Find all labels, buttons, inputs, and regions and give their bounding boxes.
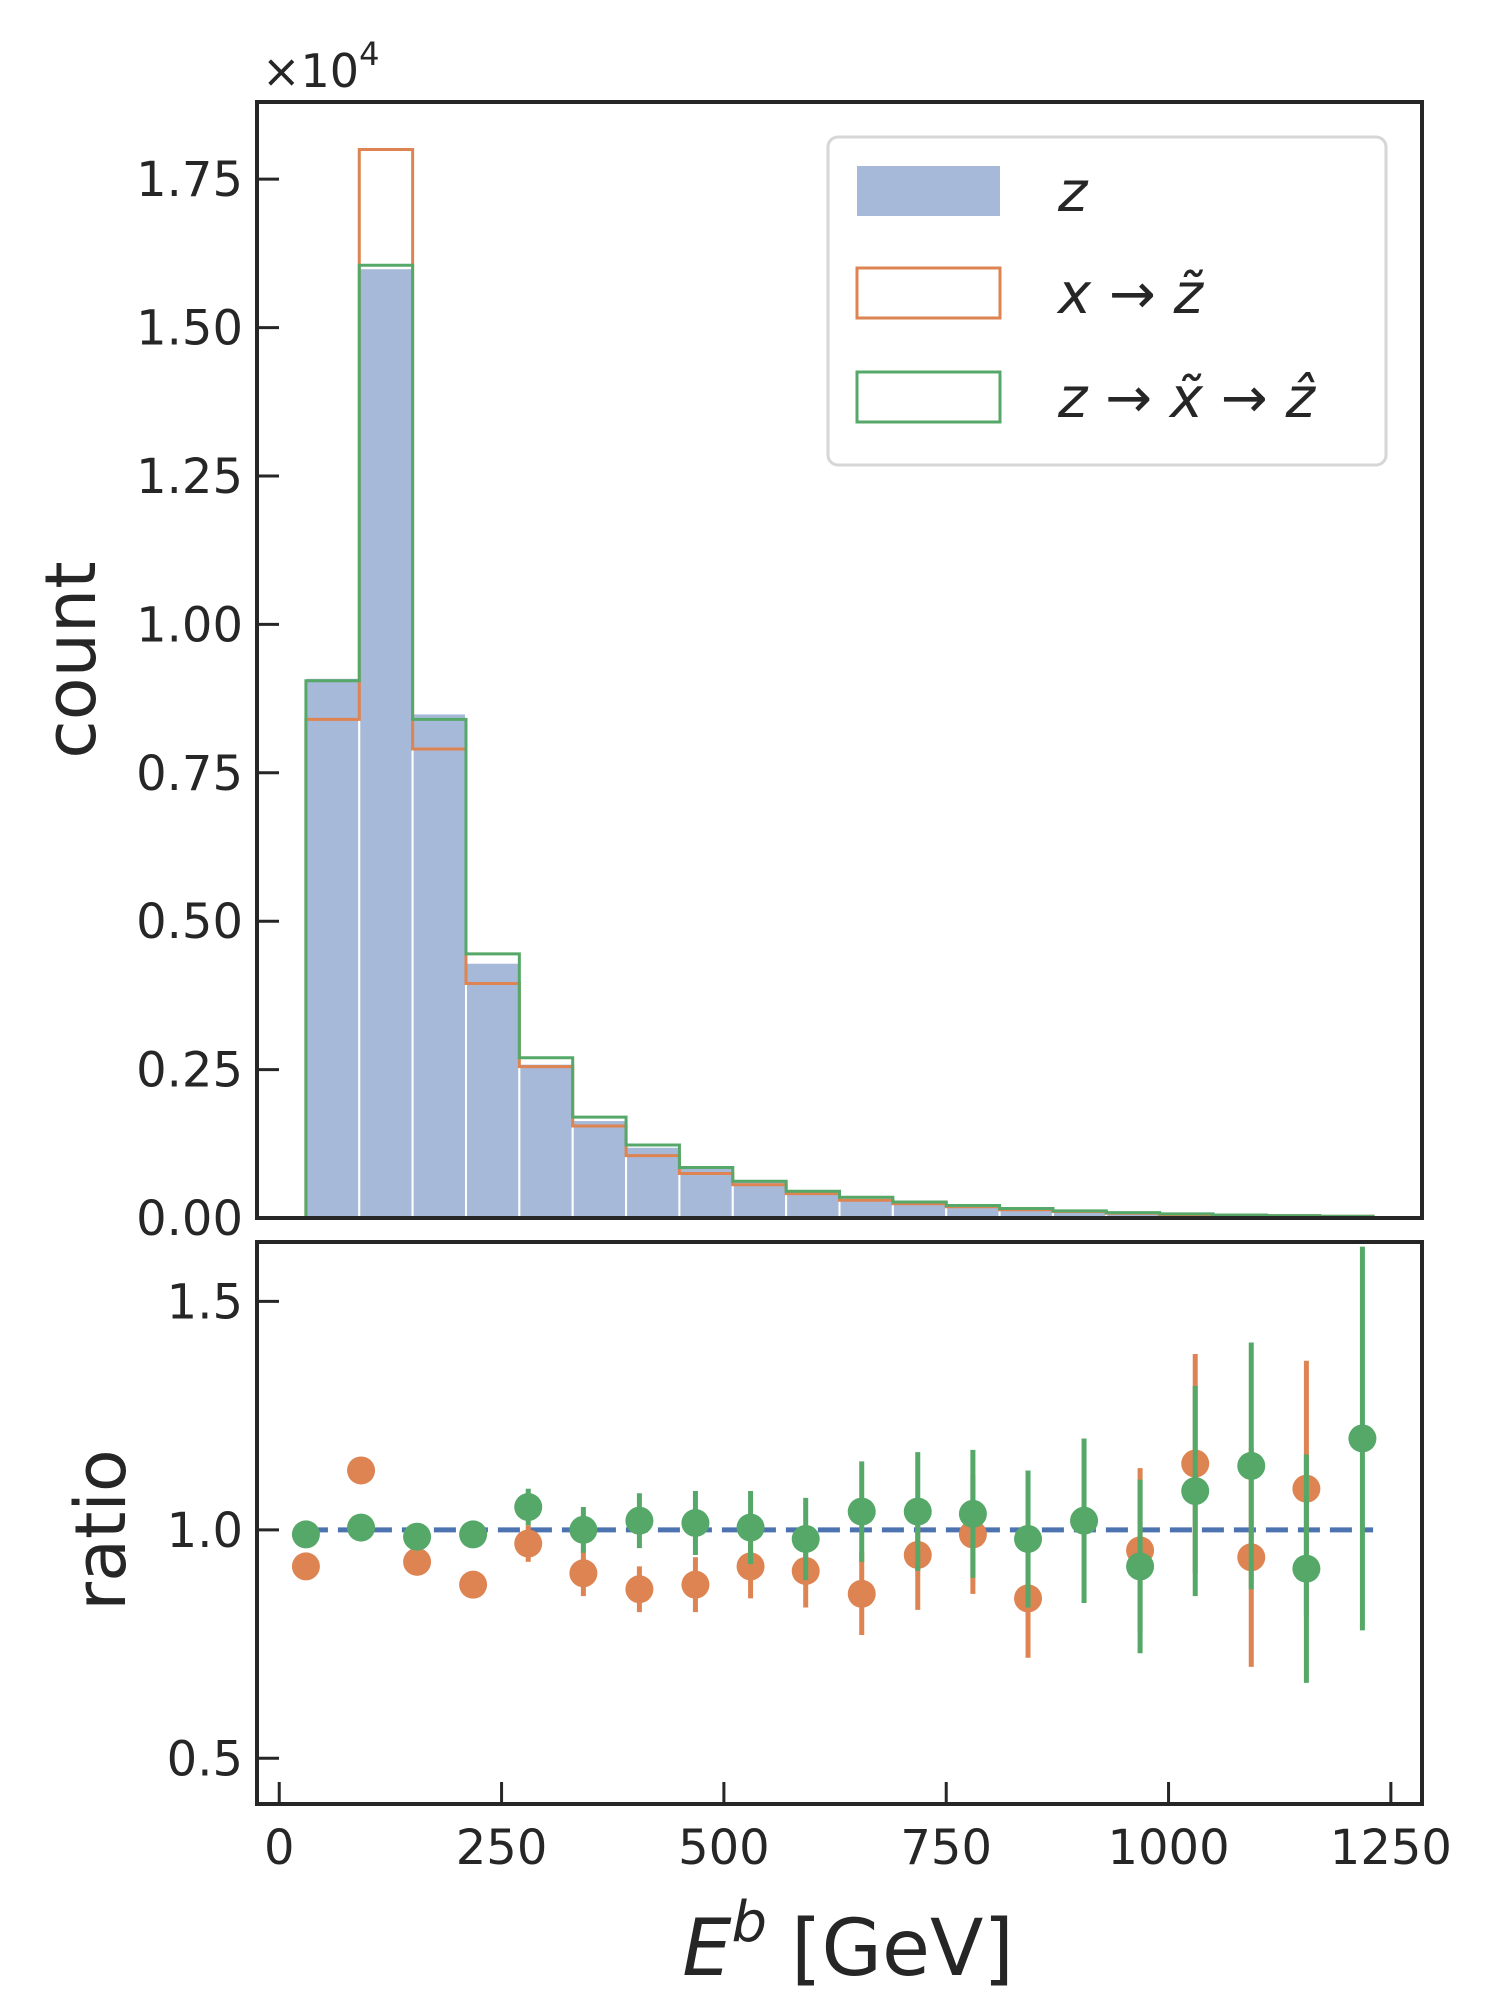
x-axis-title: Eb [GeV] bbox=[682, 1890, 1014, 1994]
ratio-point bbox=[291, 1520, 320, 1549]
y-scale-exponent: 4 bbox=[359, 35, 379, 73]
bottom-y-axis-title: ratio bbox=[60, 1449, 142, 1610]
histogram-bar bbox=[571, 1119, 628, 1220]
legend-swatch-z-to-x-tilde-to-z-hat bbox=[855, 370, 1002, 424]
x-tick-label: 1000 bbox=[1107, 1820, 1229, 1876]
ratio-point bbox=[403, 1547, 432, 1576]
ratio-point bbox=[569, 1515, 598, 1544]
bottom-plot-frame bbox=[255, 1240, 1424, 1806]
ratio-point bbox=[1014, 1524, 1043, 1553]
ratio-point bbox=[514, 1493, 543, 1522]
y-tick-label: 1.50 bbox=[136, 301, 243, 357]
ratio-point bbox=[1292, 1554, 1321, 1583]
ratio-point bbox=[347, 1456, 376, 1485]
ratio-point bbox=[791, 1524, 820, 1553]
top-y-ticks: 0.00 0.25 0.50 0.75 1.00 1.25 1.50 1.75 bbox=[136, 152, 279, 1247]
legend-label-x-to-z-tilde: x → z̃ bbox=[1056, 262, 1205, 327]
bottom-panel: 0.5 1.0 1.5 0 250 500 750 1000 1250 ratio Eb [Ge… bbox=[60, 1240, 1452, 1994]
ratio-series-z-to-x-tilde-to-z-hat bbox=[291, 1246, 1377, 1683]
ratio-point bbox=[1126, 1552, 1155, 1581]
y-tick-label: 1.25 bbox=[136, 449, 243, 505]
histogram-bar bbox=[411, 712, 467, 1219]
ratio-point bbox=[1070, 1506, 1099, 1535]
ratio-point bbox=[459, 1570, 488, 1599]
legend-label-z: z bbox=[1057, 160, 1089, 225]
ratio-point bbox=[514, 1529, 543, 1558]
histogram-bar bbox=[304, 676, 361, 1219]
histogram-bar bbox=[464, 961, 521, 1220]
y-tick-label: 1.00 bbox=[136, 597, 243, 653]
ratio-point bbox=[903, 1497, 932, 1526]
ratio-point bbox=[625, 1575, 654, 1604]
ratio-point bbox=[736, 1552, 765, 1581]
bottom-y-ticks: 0.5 1.0 1.5 bbox=[167, 1274, 279, 1787]
y-tick-label: 0.25 bbox=[136, 1043, 243, 1099]
y-scale-multiplier: ×104 bbox=[262, 35, 379, 98]
x-tick-label: 1250 bbox=[1330, 1820, 1452, 1876]
x-axis-title-superscript: b bbox=[732, 1890, 768, 1955]
ratio-point bbox=[736, 1513, 765, 1542]
histogram-bar bbox=[678, 1166, 734, 1220]
top-y-axis-title: count bbox=[30, 561, 112, 759]
y-tick-label: 1.5 bbox=[167, 1274, 243, 1330]
x-tick-label: 0 bbox=[264, 1820, 295, 1876]
ratio-point bbox=[681, 1570, 710, 1599]
histogram-bar bbox=[731, 1180, 788, 1220]
y-tick-label: 0.5 bbox=[167, 1731, 243, 1787]
ratio-point bbox=[403, 1522, 432, 1551]
ratio-point bbox=[569, 1559, 598, 1588]
ratio-point bbox=[847, 1497, 876, 1526]
histogram-bar bbox=[785, 1190, 841, 1219]
legend-swatch-x-to-z-tilde bbox=[855, 266, 1002, 320]
top-plot-frame bbox=[255, 100, 1424, 1220]
y-tick-label: 0.75 bbox=[136, 746, 243, 802]
x-axis-title-unit: [GeV] bbox=[791, 1904, 1014, 1994]
histogram-bar bbox=[358, 267, 414, 1219]
y-tick-label: 0.50 bbox=[136, 894, 243, 950]
ratio-point bbox=[625, 1506, 654, 1535]
ratio-point bbox=[1237, 1451, 1266, 1480]
ratio-point bbox=[681, 1509, 710, 1537]
ratio-point bbox=[1348, 1424, 1377, 1453]
x-axis-title-symbol: E bbox=[682, 1904, 732, 1994]
legend-swatch-z bbox=[857, 166, 1000, 216]
ratio-point bbox=[459, 1520, 488, 1549]
x-tick-label: 750 bbox=[900, 1820, 992, 1876]
step-line-z-to-x-tilde-to-z-hat bbox=[304, 263, 1375, 1218]
y-tick-label: 1.0 bbox=[167, 1503, 243, 1559]
ratio-point bbox=[847, 1579, 876, 1608]
y-tick-label: 0.00 bbox=[136, 1191, 243, 1247]
ratio-point bbox=[347, 1513, 376, 1542]
histogram-bar bbox=[625, 1145, 681, 1220]
ratio-point bbox=[291, 1552, 320, 1581]
legend: z x → z̃ z → x̃ → ẑ bbox=[826, 135, 1388, 467]
ratio-point bbox=[1181, 1477, 1210, 1506]
bottom-x-ticks: 0 250 500 750 1000 1250 bbox=[264, 1782, 1452, 1876]
legend-label-z-to-x-tilde-to-z-hat: z → x̃ → ẑ bbox=[1057, 366, 1317, 431]
x-tick-label: 250 bbox=[456, 1820, 548, 1876]
x-tick-label: 500 bbox=[678, 1820, 770, 1876]
y-tick-label: 1.75 bbox=[136, 152, 243, 208]
ratio-point bbox=[958, 1499, 987, 1528]
top-histogram-bars bbox=[304, 267, 1375, 1220]
histogram-bar bbox=[518, 1062, 574, 1219]
